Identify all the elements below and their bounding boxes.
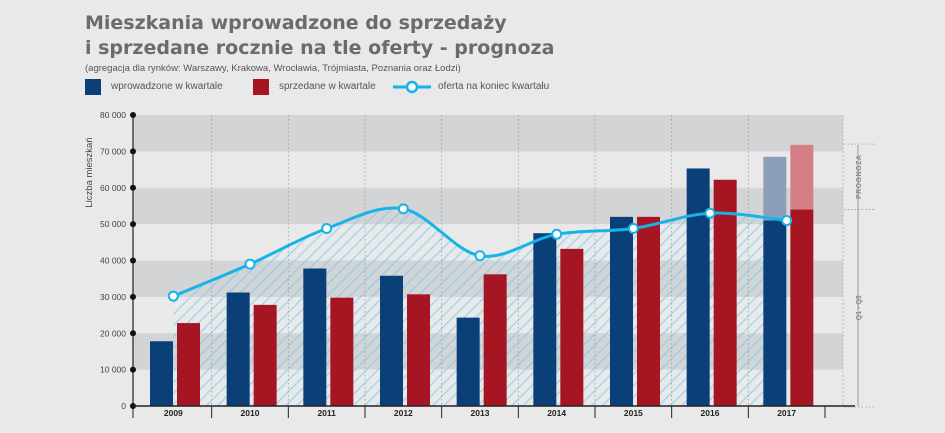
chart-subtitle: (agregacja dla rynków: Warszawy, Krakowa…	[85, 63, 461, 74]
legend-introduced-label: wprowadzone w kwartale	[111, 81, 223, 92]
x-tick-label-2009: 2009	[164, 408, 183, 418]
y-tick-label: 0	[121, 401, 126, 411]
y-tick-dot	[130, 221, 136, 228]
y-tick-label: 60 000	[100, 183, 126, 193]
chart-title: Mieszkania wprowadzone do sprzedaży i sp…	[85, 11, 554, 61]
offer-point-2009	[167, 290, 179, 302]
y-tick-dot	[130, 366, 136, 373]
y-tick-label: 50 000	[100, 219, 126, 229]
y-tick-dot	[130, 330, 136, 337]
y-tick-dot	[130, 257, 136, 264]
bar-sold-2014	[560, 248, 584, 406]
bar-sold-2011	[330, 297, 354, 406]
forecast-introduced-bar	[763, 156, 787, 221]
grid-band	[133, 115, 843, 152]
legend-sold-label: sprzedane w kwartale	[279, 81, 376, 92]
offer-point-2010	[244, 258, 256, 270]
bar-introduced-2015	[610, 216, 633, 406]
legend-introduced-swatch	[85, 79, 101, 95]
offer-point-2017	[781, 214, 793, 226]
y-tick-label: 80 000	[100, 110, 126, 120]
offer-point-2011	[321, 222, 333, 234]
bar-introduced-2013	[456, 317, 480, 406]
y-axis-label: Liczba mieszkań	[84, 137, 95, 207]
bar-sold-2013	[483, 274, 507, 406]
x-tick-label-2015: 2015	[624, 408, 643, 418]
bar-sold-2012	[407, 294, 430, 406]
forecast-period-label: Q1 - Q3	[856, 295, 863, 320]
bar-sold-2010	[253, 304, 277, 406]
x-tick-label-2014: 2014	[547, 408, 566, 418]
bar-introduced-2011	[303, 268, 327, 406]
offer-area	[173, 208, 787, 406]
forecast-sold-bar	[790, 144, 814, 210]
chart-title-line-2: i sprzedane rocznie na tle oferty - prog…	[85, 37, 555, 59]
bar-introduced-2010	[226, 292, 250, 406]
y-tick-label: 70 000	[100, 146, 126, 156]
y-tick-label: 10 000	[100, 365, 126, 375]
chart-legend: wprowadzone w kwartale sprzedane w kwart…	[85, 79, 645, 95]
y-tick-dot	[130, 112, 136, 118]
bar-introduced-2012	[380, 275, 403, 406]
offer-point-2012	[397, 203, 409, 215]
x-tick-label-2016: 2016	[701, 408, 720, 418]
bar-introduced-2016	[686, 168, 710, 406]
x-tick-label-2012: 2012	[394, 408, 413, 418]
chart-title-line-1: Mieszkania wprowadzone do sprzedaży	[85, 12, 507, 34]
y-tick-dot	[130, 148, 136, 155]
bar-introduced-2014	[533, 233, 557, 406]
forecast-label: PROGNOZA	[856, 155, 863, 199]
y-tick-dot	[130, 293, 136, 300]
y-tick-label: 30 000	[100, 292, 126, 302]
y-tick-dot	[130, 184, 136, 191]
legend-offer-label: oferta na koniec kwartału	[438, 81, 550, 92]
x-tick-label-2011: 2011	[317, 408, 336, 418]
bar-introduced-2009	[150, 341, 173, 406]
y-tick-label: 20 000	[100, 328, 126, 338]
legend-offer-line-icon	[393, 80, 431, 94]
x-tick-label-2010: 2010	[241, 408, 260, 418]
offer-point-2016	[704, 207, 716, 219]
bar-sold-2016	[713, 179, 737, 406]
x-tick-label-2017: 2017	[777, 408, 796, 418]
x-tick-label-2013: 2013	[471, 408, 490, 418]
bar-sold-2017	[790, 209, 814, 406]
offer-point-2013	[474, 250, 486, 262]
offer-point-2014	[551, 228, 563, 240]
bar-sold-2015	[637, 216, 660, 406]
y-tick-label: 40 000	[100, 256, 126, 266]
bar-introduced-2017	[763, 220, 787, 406]
legend-sold-swatch	[253, 79, 269, 95]
offer-point-2015	[627, 222, 639, 234]
bar-sold-2009	[177, 323, 200, 406]
